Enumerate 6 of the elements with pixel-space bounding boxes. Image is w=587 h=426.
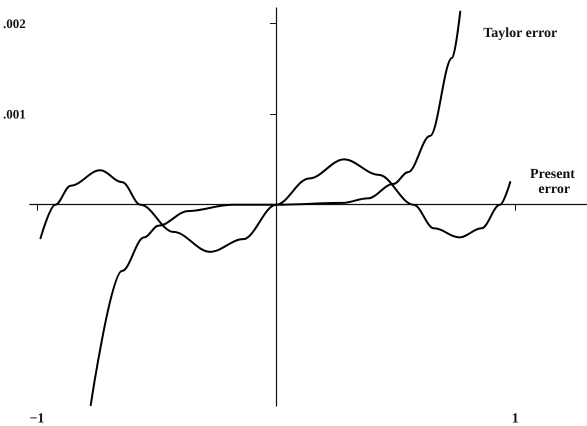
x-tick-label: −1	[29, 412, 44, 426]
series-label: Present error	[530, 167, 578, 198]
x-tick-label: 1	[512, 412, 519, 426]
y-tick-label: .002	[3, 16, 26, 31]
series-label: Taylor error	[483, 26, 558, 42]
y-tick-label: .001	[3, 106, 26, 122]
